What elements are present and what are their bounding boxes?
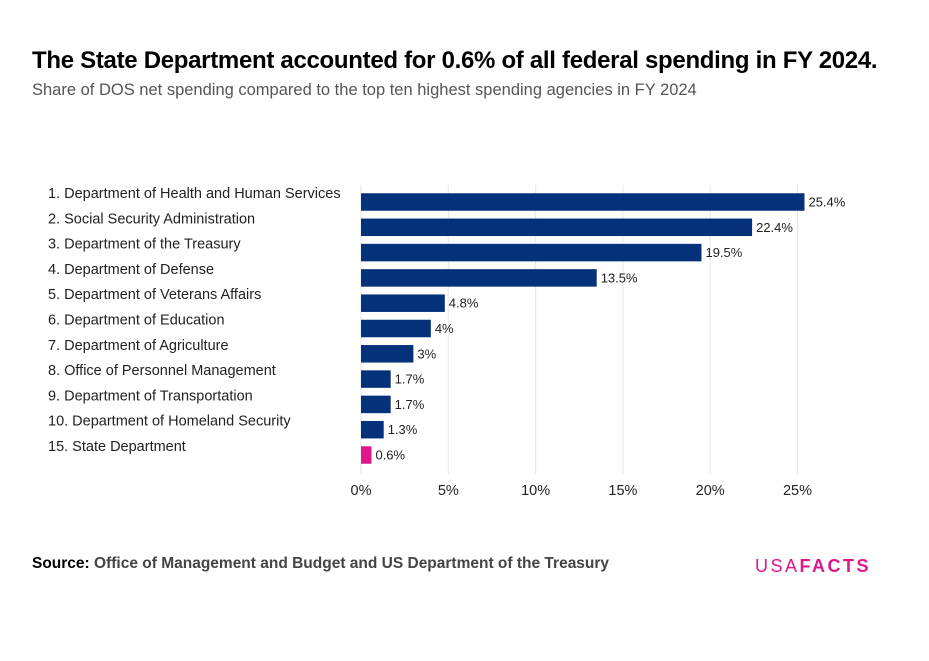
bar xyxy=(361,395,391,414)
x-tick-label: 5% xyxy=(438,483,459,499)
data-label: 4% xyxy=(435,321,454,336)
data-label: 1.3% xyxy=(388,422,418,437)
bar-chart: 0% 5% 10% 15% 20% 25% 1. Department of Health … xyxy=(48,185,846,499)
category-label: 3. Department of the Treasury xyxy=(48,237,241,253)
category-label: 8. Office of Personnel Management xyxy=(48,363,276,379)
x-tick-label: 15% xyxy=(608,483,637,499)
bar xyxy=(361,269,597,287)
usafacts-logo: USAFACTS xyxy=(755,556,871,577)
bar xyxy=(361,345,414,363)
source-prefix: Source: xyxy=(32,555,90,572)
data-label: 1.7% xyxy=(395,372,425,387)
category-label: 1. Department of Health and Human Servic… xyxy=(48,186,341,202)
category-label: 15. State Department xyxy=(48,439,186,455)
data-label: 4.8% xyxy=(449,296,479,311)
x-tick-label: 0% xyxy=(351,483,372,499)
bar xyxy=(361,319,431,338)
data-label: 3% xyxy=(417,346,436,361)
category-label: 2. Social Security Administration xyxy=(48,211,255,227)
bar xyxy=(361,193,805,211)
category-label: 9. Department of Transportation xyxy=(48,388,253,404)
bar xyxy=(361,370,391,388)
x-tick-label: 25% xyxy=(783,483,812,499)
source-text: Office of Management and Budget and US D… xyxy=(94,555,610,572)
bar xyxy=(361,294,445,312)
data-label: 22.4% xyxy=(756,220,793,235)
category-label: 4. Department of Defense xyxy=(48,262,214,278)
bar xyxy=(361,218,753,237)
bar xyxy=(361,243,702,262)
logo-text-usa: USA xyxy=(755,556,800,576)
data-label: 1.7% xyxy=(395,397,425,412)
data-label: 13.5% xyxy=(601,270,638,285)
chart-title: The State Department accounted for 0.6% … xyxy=(32,47,878,74)
data-label: 0.6% xyxy=(375,448,405,463)
category-label: 10. Department of Homeland Security xyxy=(48,414,291,430)
bar xyxy=(361,420,384,439)
category-label: 7. Department of Agriculture xyxy=(48,338,229,354)
data-label: 25.4% xyxy=(808,195,845,210)
chart-subtitle: Share of DOS net spending compared to th… xyxy=(32,81,697,99)
category-label: 6. Department of Education xyxy=(48,313,225,329)
x-tick-label: 20% xyxy=(696,483,725,499)
source-line: Source: Office of Management and Budget … xyxy=(32,555,609,573)
data-label: 19.5% xyxy=(705,245,742,260)
bar xyxy=(361,446,372,464)
logo-text-facts: FACTS xyxy=(799,556,872,576)
category-label: 5. Department of Veterans Affairs xyxy=(48,287,261,303)
x-tick-label: 10% xyxy=(521,483,550,499)
